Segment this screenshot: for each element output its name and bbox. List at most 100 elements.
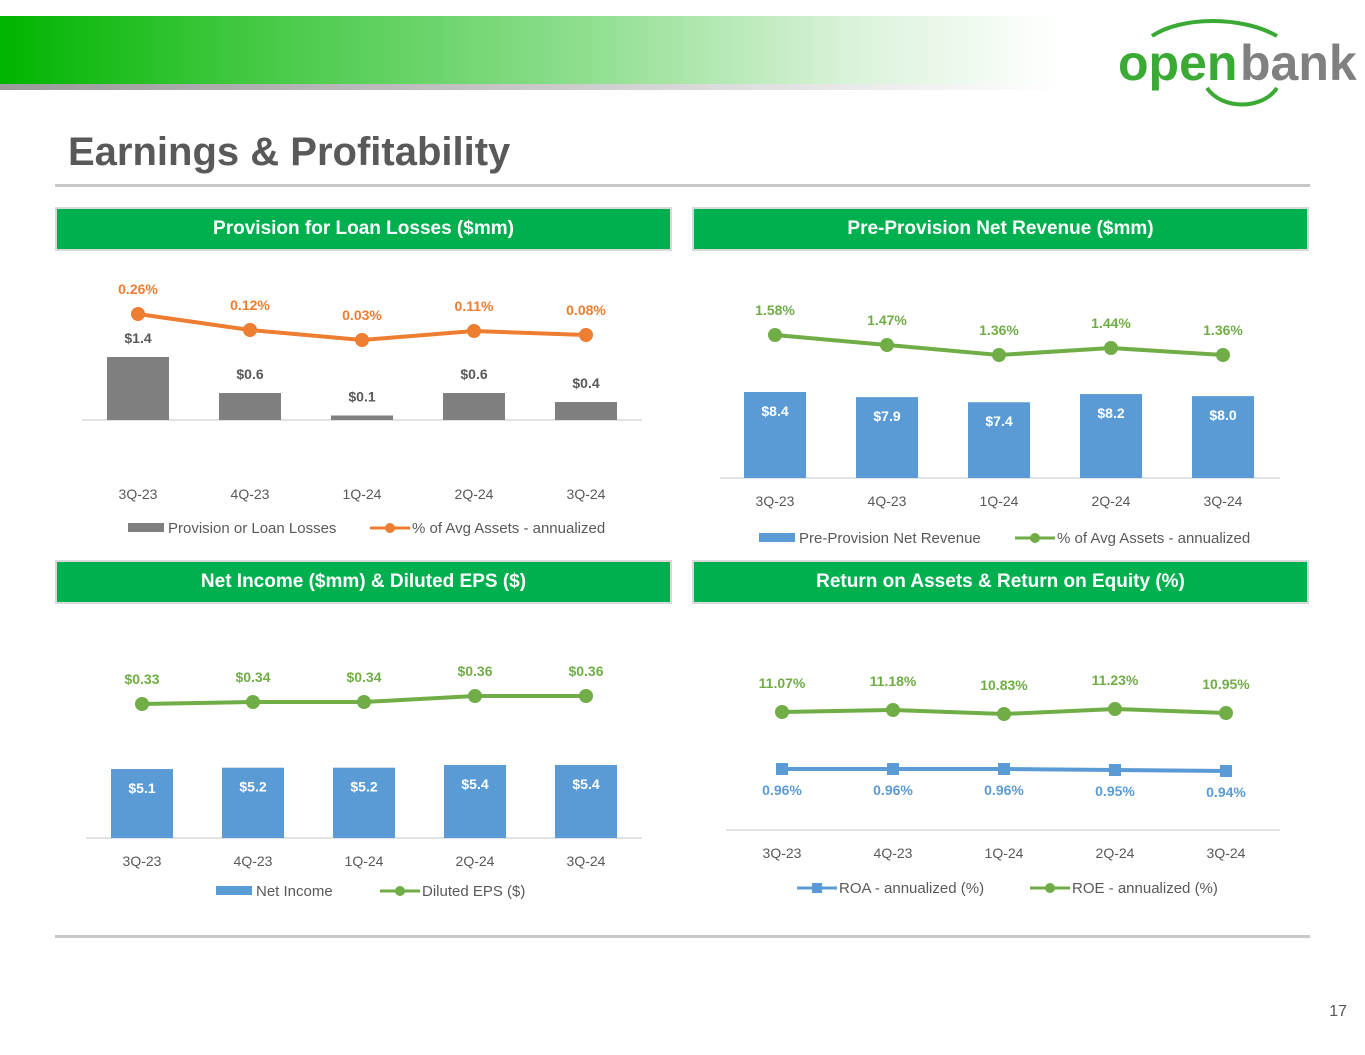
chart-1-bar-label: $8.0 (1209, 407, 1236, 423)
chart-1-line-label: 1.44% (1091, 315, 1131, 331)
chart-1-legend-line-label: % of Avg Assets - annualized (1057, 530, 1250, 547)
chart-2-x-tick-label: 1Q-24 (345, 853, 384, 869)
chart-3-line-point (997, 707, 1011, 721)
chart-1-x-tick-label: 3Q-23 (756, 493, 795, 509)
chart-3-line-label: 0.96% (873, 782, 913, 798)
chart-2-bar-label: $5.1 (128, 780, 155, 796)
bottom-divider (55, 935, 1310, 938)
chart-3-legend-line-marker (812, 883, 822, 893)
chart-3-line-label: 0.96% (762, 782, 802, 798)
chart-3-line-label: 0.96% (984, 782, 1024, 798)
chart-3-line-point (776, 763, 788, 775)
chart-3-line-label: 10.83% (980, 677, 1028, 693)
chart-1-line-point (1104, 341, 1118, 355)
chart-2-legend-bar-label: Net Income (256, 883, 333, 900)
chart-3-legend-line-label: ROE - annualized (%) (1072, 880, 1218, 897)
chart-2-line-point (579, 689, 593, 703)
chart-0-line-label: 0.26% (118, 281, 158, 297)
chart-0-legend-line-label: % of Avg Assets - annualized (412, 520, 605, 537)
chart-1-legend-bar-label: Pre-Provision Net Revenue (799, 530, 981, 547)
chart-3-x-tick-label: 1Q-24 (985, 845, 1024, 861)
chart-3-line-point (887, 763, 899, 775)
logo-open-text: open (1118, 35, 1237, 91)
chart-3-line-label: 11.18% (870, 673, 917, 689)
chart-3-line-point (1220, 765, 1232, 777)
chart-0-line-point (579, 328, 593, 342)
chart-2-bar (555, 765, 617, 838)
chart-0-x-tick-label: 1Q-24 (343, 486, 382, 502)
chart-3-line-point (775, 705, 789, 719)
chart-1-line-label: 1.58% (755, 302, 795, 318)
chart-2-line-point (357, 695, 371, 709)
chart-0-x-tick-label: 2Q-24 (455, 486, 494, 502)
chart-0-bar-label: $0.4 (572, 375, 599, 391)
chart-2-line-point (468, 689, 482, 703)
chart-2-bar-label: $5.2 (239, 779, 266, 795)
chart-1-bar-label: $7.4 (985, 413, 1012, 429)
chart-1-line-point (768, 328, 782, 342)
chart-0-bar-label: $0.1 (348, 389, 375, 405)
chart-1-bar-label: $7.9 (873, 408, 900, 424)
chart-2-legend-bar-swatch (216, 886, 252, 895)
chart-1-bar (1192, 396, 1254, 478)
chart-1-legend-bar-swatch (759, 533, 795, 542)
chart-1-x-tick-label: 3Q-24 (1204, 493, 1243, 509)
chart-1-line-label: 1.47% (867, 312, 907, 328)
chart-0-line-point (131, 307, 145, 321)
chart-1-line-point (992, 348, 1006, 362)
chart-3-line-point (1109, 764, 1121, 776)
chart-0-line-label: 0.03% (342, 307, 382, 323)
chart-0-bar (555, 402, 617, 420)
header-band-shadow (0, 84, 1060, 90)
chart-0-line-point (467, 324, 481, 338)
chart-1-legend-line-marker (1030, 533, 1040, 543)
chart-0-legend-bar-swatch (128, 523, 164, 532)
chart-2-bar (222, 767, 284, 838)
panel-header-net-income: Net Income ($mm) & Diluted EPS ($) (57, 562, 670, 602)
chart-3-legend-line-label: ROA - annualized (%) (839, 880, 984, 897)
chart-3-x-tick-label: 2Q-24 (1096, 845, 1135, 861)
chart-1-bar-label: $8.4 (761, 403, 788, 419)
header-gradient-band (0, 16, 1060, 84)
chart-3-line-label: 10.95% (1202, 676, 1250, 692)
chart-0-bar-label: $1.4 (124, 330, 151, 346)
chart-3-line-label: 0.94% (1206, 784, 1246, 800)
chart-2-bar-label: $5.4 (461, 776, 488, 792)
chart-3-legend-line-marker (1045, 883, 1055, 893)
chart-0-bar-label: $0.6 (460, 366, 487, 382)
chart-2-line-label: $0.36 (457, 663, 492, 679)
chart-2-x-tick-label: 2Q-24 (456, 853, 495, 869)
chart-2-bar (444, 765, 506, 838)
chart-2-line-label: $0.36 (568, 663, 603, 679)
chart-3-x-tick-label: 3Q-24 (1207, 845, 1246, 861)
chart-3-line-label: 0.95% (1095, 783, 1135, 799)
chart-0-legend-bar-label: Provision or Loan Losses (168, 520, 336, 537)
chart-1-x-tick-label: 1Q-24 (980, 493, 1019, 509)
chart-2-legend-line-label: Diluted EPS ($) (422, 883, 525, 900)
chart-1-line-label: 1.36% (1203, 322, 1243, 338)
chart-0-x-tick-label: 3Q-24 (567, 486, 606, 502)
chart-0-line-label: 0.11% (455, 298, 494, 314)
chart-3-line-point (886, 703, 900, 717)
chart-0-legend-line-marker (385, 523, 395, 533)
chart-0-x-tick-label: 4Q-23 (231, 486, 270, 502)
chart-2-x-tick-label: 3Q-23 (123, 853, 162, 869)
chart-0-x-tick-label: 3Q-23 (119, 486, 158, 502)
chart-1-line-label: 1.36% (979, 322, 1019, 338)
panel-header-pre-provision: Pre-Provision Net Revenue ($mm) (694, 209, 1307, 249)
chart-2-line-point (246, 695, 260, 709)
chart-0-line-point (355, 333, 369, 347)
chart-0-line-point (243, 323, 257, 337)
chart-2-bar-label: $5.4 (572, 776, 599, 792)
panel-header-roa-roe: Return on Assets & Return on Equity (%) (694, 562, 1307, 602)
chart-0-bar-label: $0.6 (236, 366, 263, 382)
chart-3-line-point (1219, 706, 1233, 720)
chart-0-bar (107, 357, 169, 420)
chart-1-line-point (1216, 348, 1230, 362)
chart-0-bar (331, 415, 393, 420)
chart-2-bar (111, 769, 173, 838)
chart-0-line-label: 0.12% (230, 297, 270, 313)
panel-header-provision: Provision for Loan Losses ($mm) (57, 209, 670, 249)
chart-1-bar (968, 402, 1030, 478)
